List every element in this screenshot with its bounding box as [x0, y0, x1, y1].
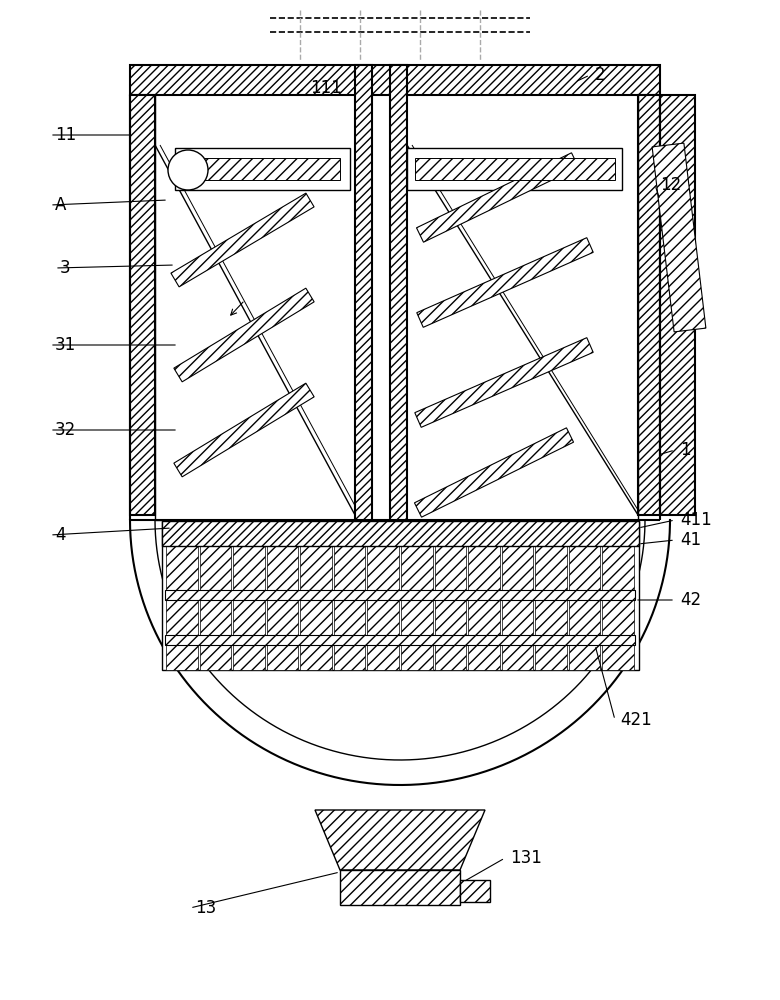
Text: 2: 2 [595, 66, 605, 84]
Text: 41: 41 [680, 531, 701, 549]
Bar [162, 521, 639, 546]
Text: 3: 3 [60, 259, 71, 277]
Bar [200, 546, 231, 670]
Circle shape [168, 150, 208, 190]
Polygon shape [315, 810, 485, 870]
Polygon shape [174, 383, 314, 477]
Bar [165, 590, 635, 600]
Bar [390, 65, 407, 520]
Bar [334, 546, 365, 670]
Bar [502, 546, 534, 670]
Bar [185, 158, 340, 180]
Text: 31: 31 [55, 336, 76, 354]
Bar [267, 546, 298, 670]
Text: 421: 421 [620, 711, 652, 729]
Bar [355, 65, 372, 520]
Text: 411: 411 [680, 511, 711, 529]
Bar [162, 521, 639, 670]
Polygon shape [171, 193, 314, 287]
Bar [569, 546, 601, 670]
Bar [415, 158, 615, 180]
Bar [638, 95, 660, 515]
Bar [468, 546, 500, 670]
Polygon shape [174, 288, 314, 382]
Bar [340, 870, 460, 905]
Text: A: A [55, 196, 66, 214]
Text: 131: 131 [510, 849, 542, 867]
Bar [233, 546, 264, 670]
Bar [401, 546, 433, 670]
Bar [175, 148, 350, 190]
Bar [434, 546, 466, 670]
Text: 1: 1 [680, 441, 690, 459]
Text: 42: 42 [680, 591, 701, 609]
Text: 11: 11 [55, 126, 76, 144]
Bar [166, 546, 197, 670]
Bar [460, 880, 490, 902]
Bar [300, 546, 332, 670]
Polygon shape [417, 238, 594, 327]
Polygon shape [652, 143, 706, 332]
Bar [660, 95, 695, 515]
Bar [130, 95, 155, 515]
Bar [367, 546, 399, 670]
Polygon shape [415, 338, 594, 427]
Text: 12: 12 [660, 176, 681, 194]
Bar [130, 65, 660, 95]
Polygon shape [414, 428, 573, 517]
Bar [602, 546, 634, 670]
Bar [165, 635, 635, 645]
Polygon shape [417, 153, 579, 242]
Text: 13: 13 [195, 899, 216, 917]
Text: 111: 111 [310, 79, 342, 97]
Bar [407, 148, 622, 190]
Text: 32: 32 [55, 421, 76, 439]
Bar [535, 546, 567, 670]
Text: 4: 4 [55, 526, 66, 544]
